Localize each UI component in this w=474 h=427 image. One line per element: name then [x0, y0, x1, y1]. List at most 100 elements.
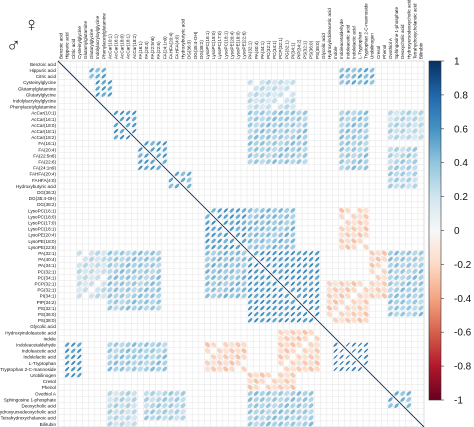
correlation-cell — [272, 232, 278, 238]
correlation-cell — [162, 342, 168, 348]
correlation-cell — [345, 354, 350, 359]
column-label: PA(34:1) — [260, 41, 265, 59]
correlation-cell — [271, 85, 278, 92]
correlation-cell — [369, 287, 375, 293]
correlation-cell — [339, 354, 344, 360]
correlation-cell — [137, 293, 143, 299]
correlation-cell — [290, 287, 296, 293]
correlation-cell — [211, 293, 217, 299]
correlation-cell — [156, 409, 162, 415]
correlation-cell — [211, 244, 216, 250]
correlation-cell — [399, 134, 406, 140]
correlation-cell — [339, 147, 345, 152]
correlation-cell — [253, 92, 259, 98]
column-label: DG(36:3) — [187, 40, 192, 59]
correlation-cell — [314, 366, 320, 372]
correlation-cell — [125, 250, 131, 256]
correlation-cell — [162, 153, 167, 158]
correlation-cell — [357, 140, 363, 146]
correlation-cell — [278, 250, 283, 256]
correlation-cell — [400, 293, 406, 299]
correlation-cell — [308, 360, 314, 366]
correlation-cell — [113, 134, 119, 140]
column-label: LysoPC(18:1) — [223, 31, 228, 59]
correlation-cell — [290, 397, 296, 402]
correlation-cell — [107, 396, 113, 403]
row-label: Hydroxyursodeoxycholic acid — [0, 410, 56, 415]
correlation-cell — [259, 421, 265, 427]
correlation-cell — [290, 360, 296, 366]
correlation-cell — [113, 390, 119, 397]
correlation-cell — [351, 159, 357, 165]
correlation-cell — [284, 397, 290, 403]
correlation-cell — [260, 281, 265, 286]
correlation-cell — [357, 159, 363, 165]
correlation-cell — [290, 134, 296, 140]
correlation-cell — [272, 128, 277, 134]
correlation-cell — [387, 153, 393, 159]
row-label: Glutamylglutamine — [18, 86, 56, 91]
correlation-cell — [284, 354, 290, 360]
correlation-cell — [400, 153, 406, 159]
correlation-cell — [387, 159, 394, 165]
correlation-cell — [143, 274, 150, 281]
correlation-cell — [339, 238, 345, 244]
correlation-cell — [64, 354, 70, 360]
correlation-cell — [113, 262, 119, 268]
correlation-cell — [259, 153, 265, 158]
correlation-cell — [387, 177, 394, 183]
row-label: AcCar(16:1) — [31, 117, 56, 122]
correlation-cell — [205, 262, 210, 268]
correlation-cell — [284, 79, 290, 86]
correlation-cell — [156, 415, 162, 421]
correlation-cell — [278, 396, 284, 403]
colorbar-tick-label: 0.8 — [454, 90, 468, 101]
correlation-cell — [381, 274, 388, 281]
correlation-cell — [125, 415, 131, 421]
diagonal-line — [57, 60, 425, 427]
correlation-cell — [235, 232, 241, 238]
correlation-cell — [302, 140, 308, 146]
correlation-cell — [260, 275, 265, 280]
correlation-cell — [101, 250, 107, 256]
correlation-cell — [278, 415, 284, 421]
row-label: FA(24:1n9) — [33, 166, 56, 171]
correlation-cell — [131, 415, 137, 421]
correlation-cell — [241, 341, 247, 348]
correlation-cell — [290, 415, 296, 421]
correlation-cell — [345, 165, 351, 171]
correlation-cell — [150, 147, 155, 152]
correlation-cell — [394, 250, 399, 256]
correlation-cell — [259, 226, 265, 232]
correlation-cell — [113, 293, 119, 299]
column-label: Glutamylglutamine — [83, 21, 88, 59]
correlation-cell — [345, 207, 351, 214]
correlation-cell — [156, 390, 162, 397]
correlation-cell — [259, 390, 265, 396]
correlation-cell — [144, 342, 149, 348]
correlation-cell — [247, 281, 253, 286]
correlation-cell — [229, 208, 235, 213]
correlation-cell — [400, 397, 405, 402]
correlation-cell — [412, 311, 418, 317]
correlation-cell — [278, 146, 284, 152]
correlation-cell — [143, 262, 149, 268]
correlation-cell — [266, 299, 271, 305]
correlation-cell — [308, 397, 314, 403]
correlation-cell — [418, 281, 424, 287]
correlation-cell — [156, 403, 162, 409]
column-label: AcCar(18:2) — [132, 34, 137, 59]
correlation-cell — [363, 153, 369, 158]
correlation-cell — [266, 134, 271, 140]
correlation-cell — [363, 348, 369, 353]
correlation-cell — [125, 360, 131, 366]
column-label: LysoPE(20:4) — [229, 31, 234, 59]
correlation-cell — [143, 250, 149, 256]
correlation-cell — [290, 220, 296, 226]
correlation-cell — [265, 85, 272, 92]
correlation-cell — [77, 342, 82, 347]
correlation-cell — [388, 403, 393, 409]
correlation-cell — [339, 116, 345, 122]
correlation-cell — [302, 390, 308, 396]
correlation-cell — [259, 91, 266, 98]
